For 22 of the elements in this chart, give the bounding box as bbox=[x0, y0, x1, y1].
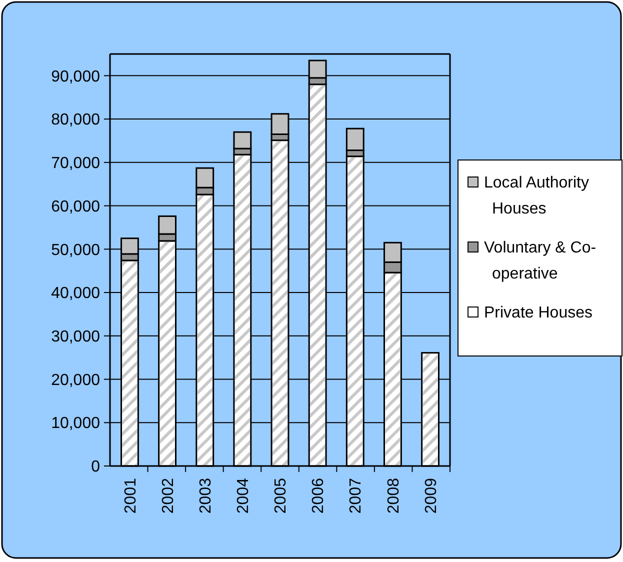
y-tick-label: 90,000 bbox=[51, 68, 100, 86]
x-tick-label: 2009 bbox=[422, 478, 440, 514]
legend-label: Private Houses bbox=[484, 304, 592, 322]
y-tick-label: 10,000 bbox=[51, 415, 100, 432]
x-tick-label: 2007 bbox=[348, 478, 365, 514]
legend-label: Voluntary & Co-operative bbox=[484, 240, 596, 283]
x-tick-label: 2006 bbox=[310, 478, 328, 514]
y-tick-label: 0 bbox=[91, 458, 100, 476]
x-tick-label: 2003 bbox=[197, 478, 214, 514]
x-tick-label: 2005 bbox=[272, 478, 290, 514]
y-tick-label: 80,000 bbox=[51, 112, 100, 129]
y-tick-label: 50,000 bbox=[51, 242, 100, 259]
y-tick-label: 40,000 bbox=[51, 285, 100, 302]
x-tick-label: 2002 bbox=[160, 478, 177, 514]
x-tick-label: 2008 bbox=[385, 478, 402, 514]
x-tick-label: 2004 bbox=[235, 478, 252, 514]
y-tick-label: 70,000 bbox=[51, 155, 100, 172]
y-tick-label: 30,000 bbox=[51, 328, 100, 346]
y-tick-label: 60,000 bbox=[51, 198, 100, 216]
y-tick-label: 20,000 bbox=[51, 372, 100, 389]
legend-label: Local Authority Houses bbox=[484, 174, 589, 218]
x-tick-label: 2001 bbox=[122, 478, 140, 514]
